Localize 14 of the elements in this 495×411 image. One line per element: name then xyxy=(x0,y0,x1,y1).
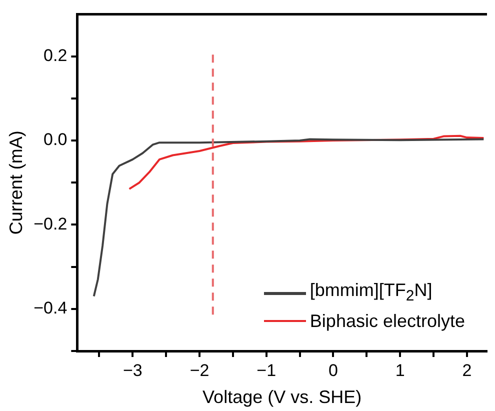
x-tick-label: −2 xyxy=(190,360,210,380)
y-tick-label: −0.4 xyxy=(34,298,68,318)
x-tick-label: −3 xyxy=(122,360,142,380)
x-tick-label: 1 xyxy=(395,360,405,380)
y-tick-label: −0.2 xyxy=(34,214,68,234)
y-tick-label: 0.0 xyxy=(44,130,68,150)
x-tick-label: 2 xyxy=(462,360,472,380)
x-axis-title: Voltage (V vs. SHE) xyxy=(202,387,362,408)
y-tick-label: 0.2 xyxy=(44,46,68,65)
x-tick-label: −1 xyxy=(256,360,276,380)
legend-label: Biphasic electrolyte xyxy=(310,310,465,333)
legend-label: [bmmim][TF$_{2}$N] xyxy=(310,279,432,307)
x-tick-label: 0 xyxy=(328,360,338,380)
y-axis-title: Current (mA) xyxy=(6,130,26,235)
